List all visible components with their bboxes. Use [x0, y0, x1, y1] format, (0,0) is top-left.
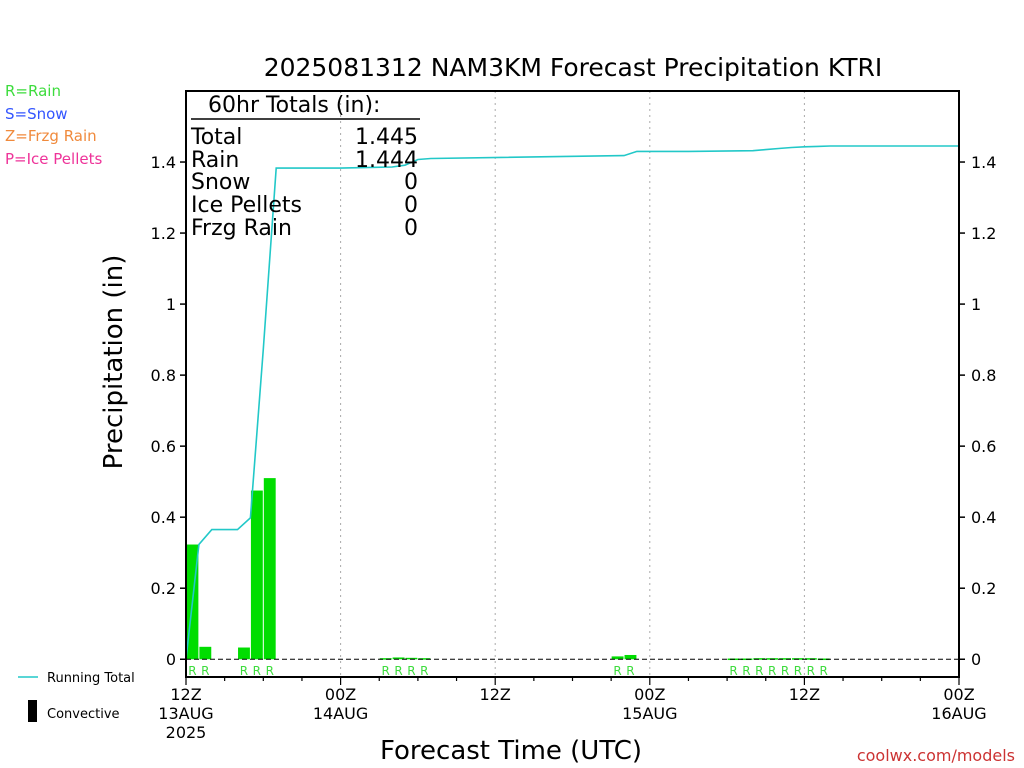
- ptype-label: R: [613, 664, 621, 678]
- x-tick-label: 12Z: [480, 685, 511, 704]
- x-axis-title: Forecast Time (UTC): [380, 736, 642, 766]
- y-tick-label: 1: [166, 295, 176, 314]
- y-tick-label-right: 0.2: [971, 579, 996, 598]
- totals-box: 60hr Totals (in): Total 1.445 Rain 1.444…: [190, 93, 420, 241]
- ptype-label: R: [729, 664, 737, 678]
- ptype-legend: R=Rain S=Snow Z=Frzg Rain P=Ice Pellets: [5, 82, 102, 168]
- totals-value-total: 1.445: [355, 125, 418, 150]
- precip-bar: [250, 490, 263, 660]
- x-tick-label: 00Z: [943, 685, 974, 704]
- chart-title: 2025081312 NAM3KM Forecast Precipitation…: [264, 53, 883, 82]
- ptype-label: R: [201, 664, 209, 678]
- x-tick-label: 15AUG: [622, 704, 677, 723]
- precip-bar: [753, 658, 766, 660]
- x-tick-label: 2025: [166, 723, 207, 742]
- ptype-label: R: [420, 664, 428, 678]
- ptype-label: R: [266, 664, 274, 678]
- plot-frame: [185, 90, 960, 678]
- precip-bar: [263, 478, 276, 660]
- precip-bar: [392, 657, 405, 660]
- y-tick-label-right: 1.4: [971, 153, 996, 172]
- x-tick-label: 00Z: [325, 685, 356, 704]
- y-tick-label: 1.2: [151, 224, 176, 243]
- convective-legend-label: Convective: [47, 707, 120, 722]
- ptype-label: R: [781, 664, 789, 678]
- y-axis-right: 0 0.2 0.4 0.6 0.8 1 1.2 1.4: [959, 153, 996, 669]
- y-tick-label-right: 0.4: [971, 508, 996, 527]
- y-tick-label: 0: [166, 650, 176, 669]
- ptype-label: R: [382, 664, 390, 678]
- precip-bar: [199, 646, 212, 660]
- precip-bar: [379, 658, 392, 660]
- totals-label-rain: Rain: [191, 148, 239, 173]
- totals-label-total: Total: [190, 125, 242, 150]
- credit-link[interactable]: coolwx.com/models: [857, 746, 1015, 765]
- y-tick-label-right: 0.8: [971, 366, 996, 385]
- ptype-legend-snow: S=Snow: [5, 105, 68, 123]
- precip-bar: [817, 658, 830, 661]
- ptype-label: R: [394, 664, 402, 678]
- totals-label-frzg-rain: Frzg Rain: [191, 216, 292, 241]
- series-legend: Running Total Convective: [18, 671, 135, 722]
- x-tick-label: 13AUG: [158, 704, 213, 723]
- ptype-label: R: [820, 664, 828, 678]
- precip-bar: [418, 658, 431, 660]
- precip-bar: [238, 647, 250, 660]
- y-tick-label-right: 0: [971, 650, 981, 669]
- y-tick-label: 0.2: [151, 579, 176, 598]
- totals-label-snow: Snow: [191, 170, 250, 195]
- ptype-label: R: [768, 664, 776, 678]
- x-tick-label: 12Z: [789, 685, 820, 704]
- x-tick-label: 00Z: [634, 685, 665, 704]
- grid-lines: [340, 91, 805, 677]
- precip-bars: [186, 478, 830, 661]
- ptype-label: R: [407, 664, 415, 678]
- totals-value-frzg-rain: 0: [404, 216, 418, 241]
- convective-legend-swatch: [28, 700, 37, 722]
- ptype-label: R: [742, 664, 750, 678]
- y-tick-label-right: 0.6: [971, 437, 996, 456]
- y-tick-label: 0.8: [151, 366, 176, 385]
- x-tick-label: 14AUG: [313, 704, 368, 723]
- y-tick-label-right: 1: [971, 295, 981, 314]
- precip-bar: [779, 658, 792, 660]
- ptype-legend-ice-pellets: P=Ice Pellets: [5, 150, 102, 168]
- precip-bar: [611, 656, 624, 660]
- y-axis-left: 0 0.2 0.4 0.6 0.8 1 1.2 1.4: [151, 153, 186, 669]
- running-total-line: [185, 145, 959, 660]
- y-tick-label-right: 1.2: [971, 224, 996, 243]
- ptype-label: R: [188, 664, 196, 678]
- y-tick-label: 1.4: [151, 153, 176, 172]
- precip-bar: [624, 654, 637, 660]
- totals-value-rain: 1.444: [355, 148, 418, 173]
- totals-value-ice-pellets: 0: [404, 193, 418, 218]
- totals-title: 60hr Totals (in):: [208, 93, 380, 118]
- precip-bar: [405, 657, 418, 660]
- ptype-label: R: [794, 664, 802, 678]
- ptype-legend-rain: R=Rain: [5, 82, 61, 100]
- ptype-label: R: [755, 664, 763, 678]
- y-tick-label: 0.6: [151, 437, 176, 456]
- ptype-legend-frzg-rain: Z=Frzg Rain: [5, 127, 97, 145]
- ptype-label: R: [807, 664, 815, 678]
- totals-label-ice-pellets: Ice Pellets: [191, 193, 302, 218]
- ptype-label: R: [626, 664, 634, 678]
- ptype-label: R: [253, 664, 261, 678]
- y-tick-label: 0.4: [151, 508, 176, 527]
- running-total-legend-label: Running Total: [47, 671, 135, 686]
- x-tick-label: 12Z: [170, 685, 201, 704]
- totals-value-snow: 0: [404, 170, 418, 195]
- ptype-label: R: [240, 664, 248, 678]
- x-tick-label: 16AUG: [931, 704, 986, 723]
- y-axis-title: Precipitation (in): [99, 255, 129, 470]
